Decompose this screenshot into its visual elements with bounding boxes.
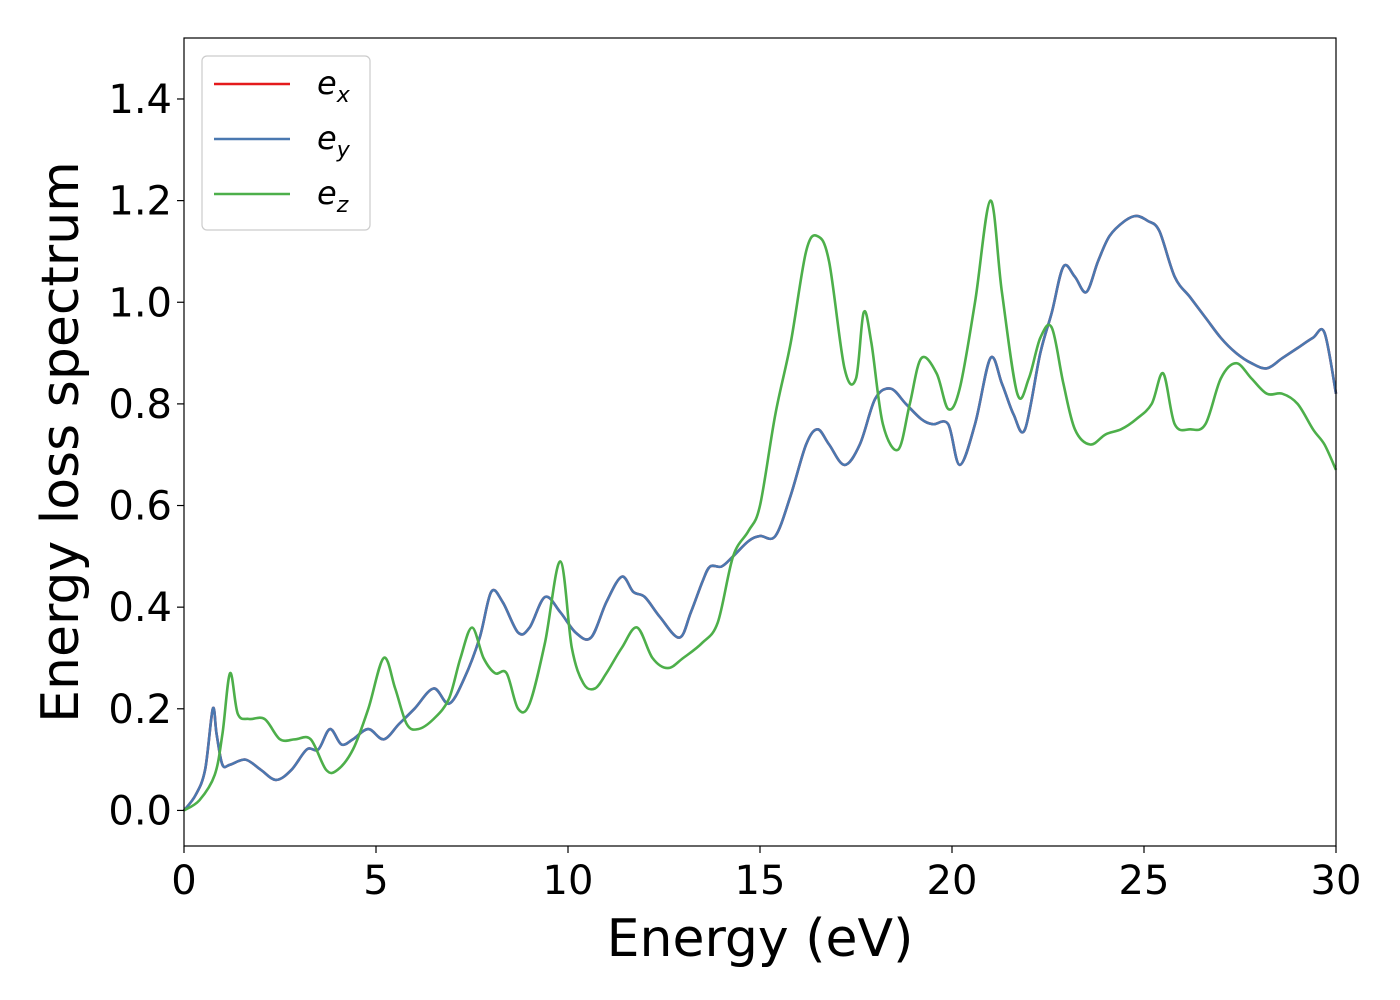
x-tick-label: 15 [735,858,786,904]
legend-label-subscript: x [336,83,351,108]
series-layer [182,199,1338,812]
legend-label-x: ex [317,64,351,108]
x-tick-label: 30 [1311,858,1362,904]
legend-label-base: e [317,64,337,102]
y-axis-label: Energy loss spectrum [31,161,91,723]
x-axis: 0 5 10 15 20 25 30 [171,846,1361,904]
x-tick-label: 0 [171,858,196,904]
legend-label-y: ey [317,119,351,163]
y-axis: 0.0 0.2 0.4 0.6 0.8 1.0 1.2 1.4 [108,77,184,834]
legend-label-subscript: y [336,138,351,163]
y-tick-label: 1.0 [108,280,172,326]
legend-label-subscript: z [336,193,349,218]
x-tick-label: 5 [363,858,388,904]
x-tick-label: 25 [1119,858,1170,904]
y-tick-label: 0.6 [108,484,172,530]
plot-background [184,38,1336,846]
legend-box [201,55,371,231]
y-tick-label: 0.8 [108,382,172,428]
legend-label-z: ez [317,174,349,218]
y-tick-label: 1.4 [108,77,172,123]
y-tick-label: 0.2 [108,687,172,733]
x-tick-label: 10 [543,858,594,904]
y-tick-label: 1.2 [108,179,172,225]
y-tick-label: 0.4 [108,585,172,631]
series-line-y [182,214,1338,812]
x-axis-label: Energy (eV) [607,909,914,969]
y-tick-label: 0.0 [108,788,172,834]
x-tick-label: 20 [927,858,978,904]
legend-label-base: e [317,174,337,212]
series-line-z [183,199,1338,812]
legend-label-base: e [317,119,337,157]
